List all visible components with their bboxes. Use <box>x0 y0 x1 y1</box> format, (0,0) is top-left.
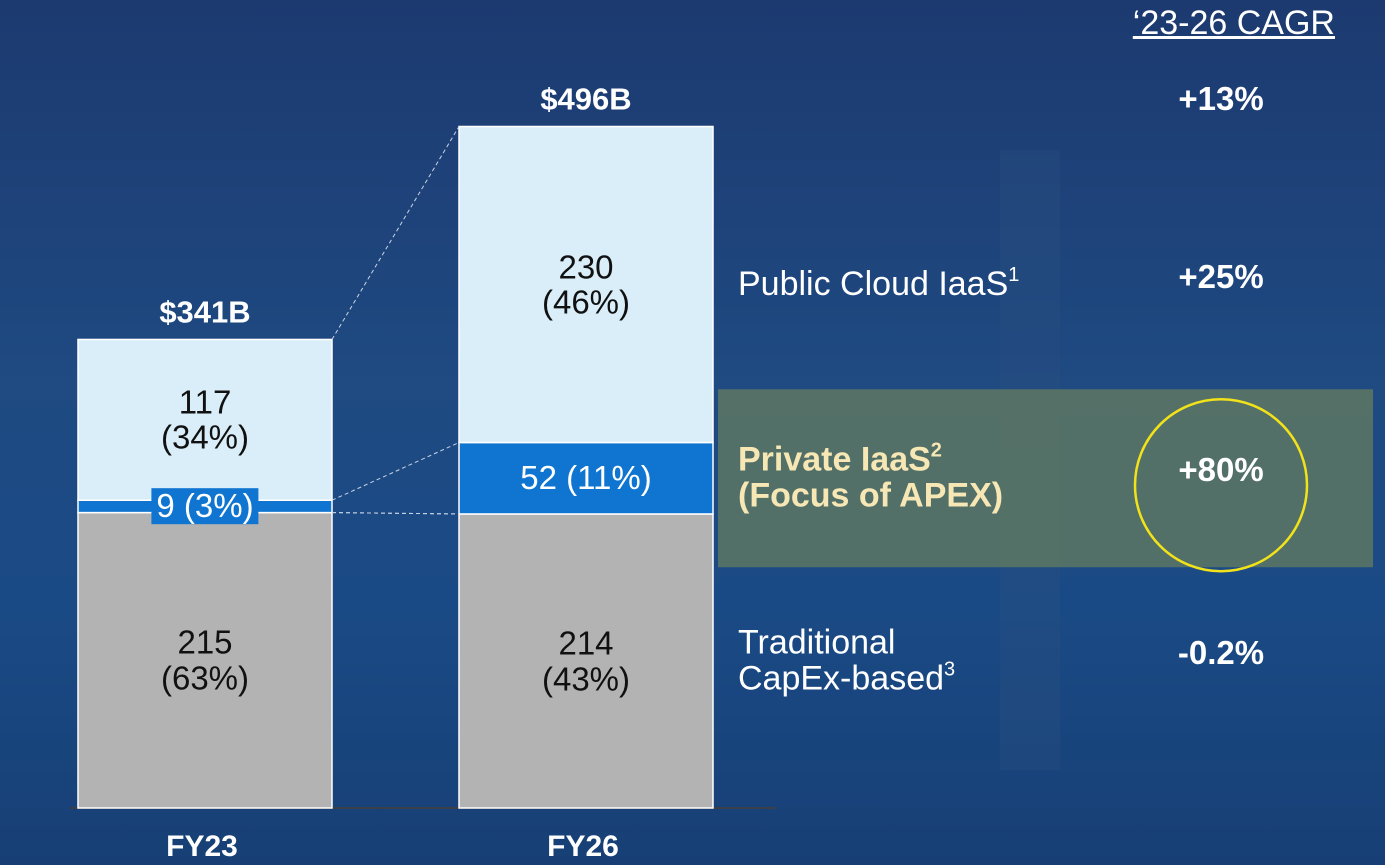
connector <box>332 126 459 339</box>
connector <box>332 513 459 514</box>
connector <box>332 443 459 501</box>
cagr-title: ‘23-26 CAGR <box>1133 4 1335 43</box>
legend-entry: Public Cloud IaaS1 <box>738 267 1019 303</box>
value-label: 117 (34%) <box>140 384 270 455</box>
cagr-value: +80% <box>1178 452 1263 488</box>
legend-name: Public Cloud IaaS <box>738 265 1008 303</box>
legend-entry: Traditional CapEx-based3 <box>738 625 1008 696</box>
legend-detail: (Focus of APEX) <box>738 476 1003 514</box>
slide: ‘23-26 CAGR 215 (63%) 214 (43%) 9 (3%) 52 (… <box>0 0 1385 865</box>
x-tick-label: FY23 <box>166 831 238 863</box>
value-label: 215 (63%) <box>140 625 270 696</box>
footnote-mark: 1 <box>1008 264 1019 286</box>
total-label: $341B <box>159 296 250 329</box>
value-label: 214 (43%) <box>521 625 651 696</box>
legend-name: Private IaaS <box>738 441 931 479</box>
x-tick-label: FY26 <box>547 831 619 863</box>
total-label: $496B <box>540 83 631 116</box>
footnote-mark: 2 <box>931 440 942 462</box>
legend-entry: Private IaaS2 (Focus of APEX) <box>738 443 1003 514</box>
cagr-value: +25% <box>1178 259 1263 295</box>
legend-name: Traditional CapEx-based <box>738 623 944 697</box>
value-label: 52 (11%) <box>520 460 651 496</box>
value-label: 9 (3%) <box>151 489 258 525</box>
cagr-value: -0.2% <box>1178 635 1264 671</box>
footnote-mark: 3 <box>944 658 955 680</box>
cagr-value: +13% <box>1178 82 1263 118</box>
value-label: 230 (46%) <box>521 249 651 320</box>
